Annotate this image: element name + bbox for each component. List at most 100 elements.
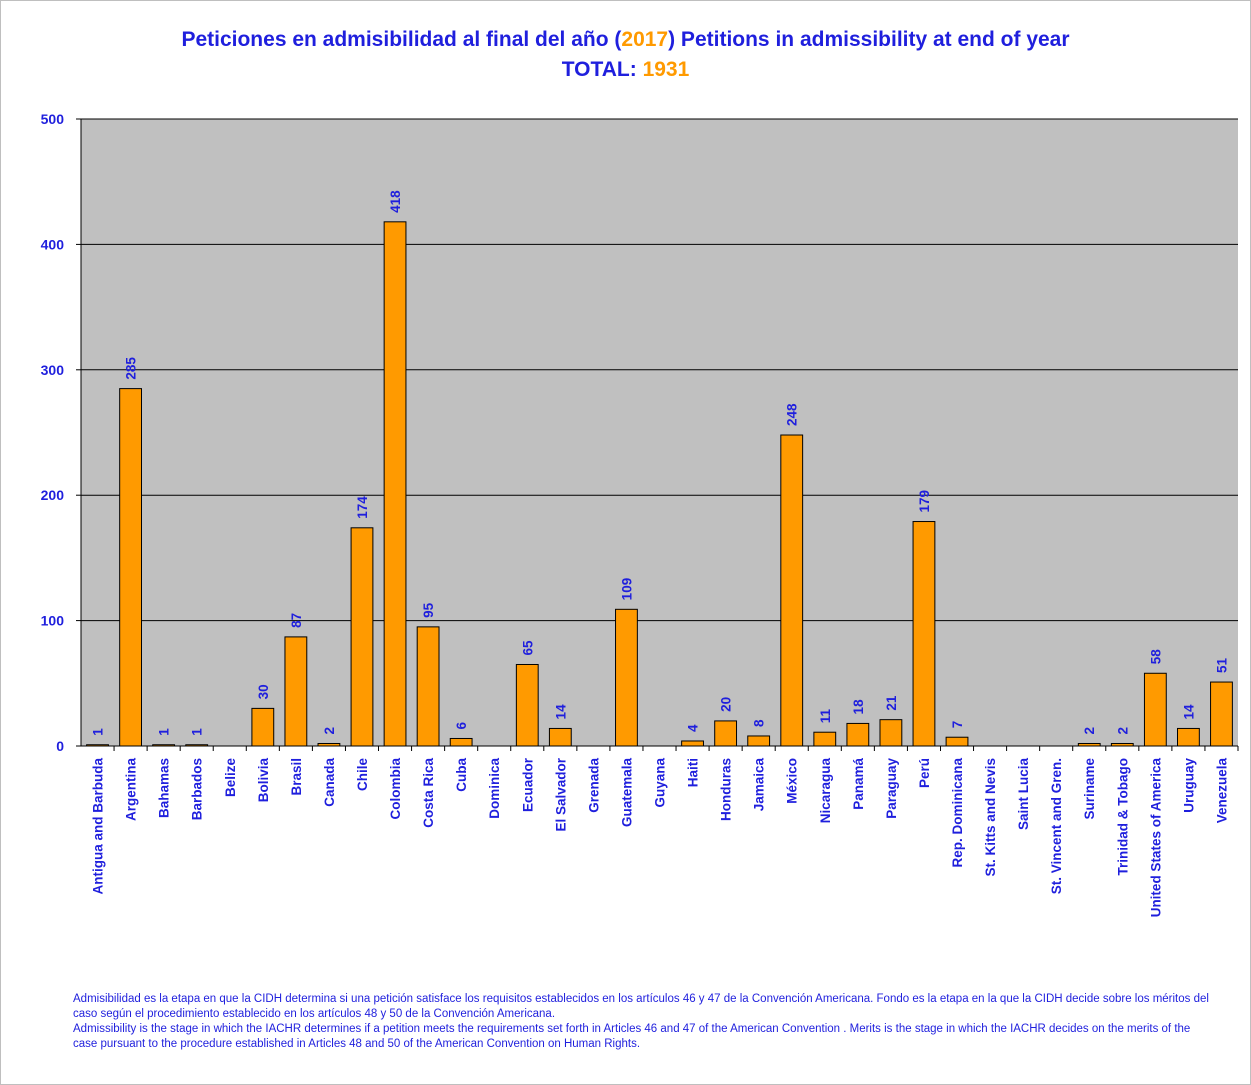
bar <box>780 434 804 747</box>
data-label: 1 <box>190 728 205 736</box>
bar <box>615 608 638 747</box>
x-tick-label: Venezuela <box>1214 758 1229 824</box>
x-tick-label: Trinidad & Tobago <box>1115 758 1130 876</box>
x-tick-label: Belize <box>223 758 238 798</box>
data-label: 7 <box>950 721 965 729</box>
bar <box>251 707 275 747</box>
chart-title: Peticiones en admisibilidad al final del… <box>0 26 1251 54</box>
bar <box>1143 672 1167 747</box>
bar <box>879 719 903 747</box>
data-label: 58 <box>1148 649 1163 665</box>
x-tick-label: México <box>785 758 800 804</box>
data-label: 2 <box>1115 727 1130 735</box>
total-value: 1931 <box>642 58 690 81</box>
bar <box>1210 681 1233 747</box>
data-label: 2 <box>1082 727 1097 735</box>
data-label: 8 <box>752 719 767 727</box>
x-tick-label: Guatemala <box>619 758 634 828</box>
data-label: 248 <box>785 403 800 426</box>
data-label: 51 <box>1214 658 1229 674</box>
y-tick-label: 200 <box>41 487 65 503</box>
bar <box>813 731 837 747</box>
y-tick-label: 0 <box>56 738 64 754</box>
data-label: 30 <box>256 684 271 699</box>
bar <box>86 744 109 747</box>
footnote-es: Admisibilidad es la etapa en que la CIDH… <box>73 993 1209 1020</box>
x-tick-label: Perú <box>917 758 932 788</box>
x-tick-label: Haiti <box>686 758 701 787</box>
x-tick-label: Costa Rica <box>421 758 436 828</box>
x-tick-label: Colombia <box>388 758 403 820</box>
title-prefix: Peticiones en admisibilidad al final del… <box>181 28 622 51</box>
plot-area <box>81 119 1238 746</box>
data-label: 1 <box>157 728 172 736</box>
bar <box>548 727 572 747</box>
data-label: 2 <box>322 727 337 735</box>
bar <box>284 636 308 747</box>
x-tick-label: Nicaragua <box>818 758 833 824</box>
x-tick-label: El Salvador <box>553 757 568 831</box>
title-suffix: ) Petitions in admissibility at end of y… <box>668 28 1070 51</box>
x-tick-label: Bahamas <box>157 758 172 818</box>
x-tick-label: Bolivia <box>256 758 271 803</box>
footnotes: Admisibilidad es la etapa en que la CIDH… <box>73 992 1213 1052</box>
bar <box>383 221 407 747</box>
chart-total: TOTAL: 1931 <box>0 56 1251 84</box>
data-label: 179 <box>917 490 932 513</box>
y-tick-label: 100 <box>41 613 65 629</box>
bar <box>714 720 738 747</box>
x-tick-label: St. Vincent and Gren. <box>1049 758 1064 894</box>
x-tick-label: Cuba <box>454 758 469 792</box>
total-label: TOTAL: <box>561 58 637 81</box>
x-tick-label: Canada <box>322 758 337 807</box>
x-tick-label: Antigua and Barbuda <box>91 758 106 895</box>
bar <box>317 742 341 747</box>
data-label: 6 <box>454 721 469 729</box>
x-tick-label: Jamaica <box>752 758 767 812</box>
x-tick-label: Grenada <box>586 758 601 813</box>
data-label: 285 <box>124 357 139 380</box>
bar <box>1177 727 1200 747</box>
x-tick-label: Panamá <box>851 758 866 810</box>
x-tick-label: Suriname <box>1082 758 1097 820</box>
data-label: 95 <box>421 602 436 618</box>
bar <box>416 626 440 747</box>
x-tick-label: Saint Lucia <box>1016 758 1031 831</box>
x-tick-label: Uruguay <box>1181 758 1196 813</box>
footnote-en: Admissibility is the stage in which the … <box>73 1023 1191 1050</box>
bar <box>945 736 969 747</box>
title-year: 2017 <box>621 28 669 51</box>
x-tick-label: Argentina <box>124 758 139 821</box>
y-tick-label: 400 <box>41 236 65 252</box>
data-label: 65 <box>520 640 535 656</box>
x-tick-label: United States of America <box>1148 758 1163 918</box>
y-tick-label: 500 <box>41 111 65 127</box>
x-tick-label: St. Kitts and Nevis <box>983 758 998 877</box>
data-label: 18 <box>851 699 866 715</box>
bar <box>515 663 539 747</box>
data-label: 21 <box>884 695 899 711</box>
data-label: 109 <box>619 578 634 601</box>
bar <box>681 740 704 747</box>
x-tick-label: Chile <box>355 758 370 791</box>
bar <box>119 388 142 747</box>
data-label: 174 <box>355 496 370 519</box>
data-label: 14 <box>1181 704 1196 720</box>
x-tick-label: Barbados <box>190 758 205 820</box>
bar <box>1077 742 1101 747</box>
bar <box>1110 742 1134 747</box>
x-tick-label: Brasil <box>289 758 304 796</box>
x-tick-label: Paraguay <box>884 758 899 819</box>
data-label: 14 <box>553 704 568 720</box>
bar <box>747 735 771 747</box>
data-label: 20 <box>719 697 734 712</box>
bar <box>185 744 209 747</box>
bar <box>449 737 473 747</box>
data-label: 87 <box>289 613 304 628</box>
data-label: 418 <box>388 190 403 213</box>
x-tick-label: Ecuador <box>520 757 535 812</box>
x-tick-label: Honduras <box>719 758 734 821</box>
x-tick-label: Guyana <box>653 758 668 808</box>
data-label: 11 <box>818 708 833 723</box>
